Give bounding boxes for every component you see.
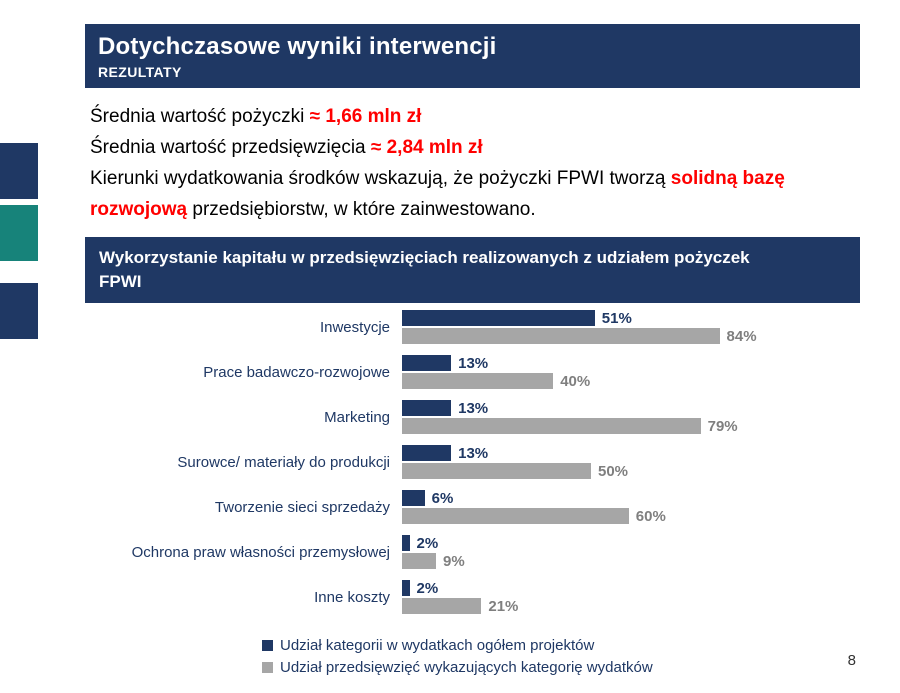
category-label: Inne koszty [314, 588, 390, 606]
bar-line: 9% [402, 552, 885, 570]
category-label: Marketing [324, 408, 390, 426]
legend-swatch-gray [262, 662, 273, 673]
bar-primary [402, 355, 452, 371]
category-label: Ochrona praw własności przemysłowej [131, 543, 390, 561]
chart-row: Ochrona praw własności przemysłowej 2% 9% [85, 534, 885, 570]
stat-line-loan-value: ≈ 1,66 mln zł [309, 106, 422, 127]
bar-secondary [402, 598, 482, 614]
bar-line: 6% [402, 489, 885, 507]
bar-value-label: 84% [726, 327, 757, 345]
legend-swatch-navy [262, 640, 273, 651]
chart-row: Surowce/ materiały do produkcji 13% 50% [85, 444, 885, 480]
category-bars: 2% 21% [402, 579, 885, 615]
bar-value-label: 2% [416, 534, 439, 552]
category-bars: 51% 84% [402, 309, 885, 345]
category-bars: 6% 60% [402, 489, 885, 525]
chart-row: Marketing 13% 79% [85, 399, 885, 435]
stat-line-loan: Średnia wartość pożyczki ≈ 1,66 mln zł [90, 101, 862, 132]
bar-value-label: 50% [598, 462, 629, 480]
paragraph: Kierunki wydatkowania środków wskazują, … [90, 163, 862, 225]
bar-value-label: 21% [488, 597, 519, 615]
stat-line-loan-label: Średnia wartość pożyczki [90, 106, 310, 127]
paragraph-text-start: Kierunki wydatkowania środków wskazują, … [90, 168, 671, 189]
bar-line: 2% [402, 534, 885, 552]
category-bars: 2% 9% [402, 534, 885, 570]
accent-square-teal [0, 205, 38, 261]
slide-header: Dotychczasowe wyniki interwencji REZULTA… [85, 24, 860, 88]
category-label: Surowce/ materiały do produkcji [177, 453, 390, 471]
legend-item-secondary: Udział przedsięwzięć wykazujących katego… [262, 659, 653, 676]
bar-line: 2% [402, 579, 885, 597]
chart-title: Wykorzystanie kapitału w przedsięwzięcia… [85, 237, 860, 303]
bar-line: 13% [402, 399, 885, 417]
bar-primary [402, 580, 410, 596]
bar-line: 50% [402, 462, 885, 480]
bar-line: 40% [402, 372, 885, 390]
chart-legend: Udział kategorii w wydatkach ogółem proj… [262, 637, 653, 681]
chart-row: Inne koszty 2% 21% [85, 579, 885, 615]
page-number: 8 [847, 652, 856, 669]
category-label: Inwestycje [319, 318, 390, 336]
bar-value-label: 9% [443, 552, 465, 570]
paragraph-highlight: solidną bazę rozwojową [90, 168, 785, 220]
bar-line: 21% [402, 597, 885, 615]
bar-line: 60% [402, 507, 885, 525]
accent-square-navy-bottom [0, 283, 38, 339]
category-label: Prace badawczo-rozwojowe [203, 363, 390, 381]
slide-subtitle: REZULTATY [98, 64, 182, 80]
legend-label-primary: Udział kategorii w wydatkach ogółem proj… [280, 637, 595, 654]
bar-primary [402, 445, 452, 461]
bar-value-label: 2% [416, 579, 439, 597]
bar-line: 79% [402, 417, 885, 435]
bar-value-label: 13% [458, 444, 489, 462]
bar-secondary [402, 508, 629, 524]
category-bars: 13% 50% [402, 444, 885, 480]
bar-secondary [402, 328, 720, 344]
stat-line-venture: Średnia wartość przedsięwzięcia ≈ 2,84 m… [90, 132, 862, 163]
bar-line: 13% [402, 444, 885, 462]
stat-line-venture-value: ≈ 2,84 mln zł [370, 137, 483, 158]
bar-line: 84% [402, 327, 885, 345]
legend-item-primary: Udział kategorii w wydatkach ogółem proj… [262, 637, 653, 654]
bar-value-label: 60% [635, 507, 666, 525]
bar-primary [402, 310, 595, 326]
bar-value-label: 79% [707, 417, 738, 435]
category-label: Tworzenie sieci sprzedaży [214, 498, 390, 516]
paragraph-text-end: przedsiębiorstw, w które zainwestowano. [187, 199, 536, 220]
bar-chart: Inwestycje 51% 84% Prace badawczo-rozwojowe… [85, 309, 885, 624]
category-bars: 13% 40% [402, 354, 885, 390]
chart-row: Inwestycje 51% 84% [85, 309, 885, 345]
body-text-block: Średnia wartość pożyczki ≈ 1,66 mln zł Ś… [90, 101, 862, 225]
chart-row: Tworzenie sieci sprzedaży 6% 60% [85, 489, 885, 525]
bar-value-label: 6% [431, 489, 454, 507]
bar-value-label: 40% [560, 372, 591, 390]
accent-square-navy-top [0, 143, 38, 199]
bar-value-label: 51% [601, 309, 632, 327]
bar-line: 13% [402, 354, 885, 372]
bar-primary [402, 535, 410, 551]
bar-primary [402, 400, 452, 416]
bar-value-label: 13% [458, 354, 489, 372]
bar-secondary [402, 463, 591, 479]
bar-secondary [402, 373, 554, 389]
bar-primary [402, 490, 425, 506]
bar-value-label: 13% [458, 399, 489, 417]
bar-secondary [402, 553, 437, 569]
category-bars: 13% 79% [402, 399, 885, 435]
bar-line: 51% [402, 309, 885, 327]
bar-secondary [402, 418, 701, 434]
legend-label-secondary: Udział przedsięwzięć wykazujących katego… [280, 659, 653, 676]
chart-row: Prace badawczo-rozwojowe 13% 40% [85, 354, 885, 390]
slide-title: Dotychczasowe wyniki interwencji [98, 33, 497, 60]
stat-line-venture-label: Średnia wartość przedsięwzięcia [90, 137, 371, 158]
